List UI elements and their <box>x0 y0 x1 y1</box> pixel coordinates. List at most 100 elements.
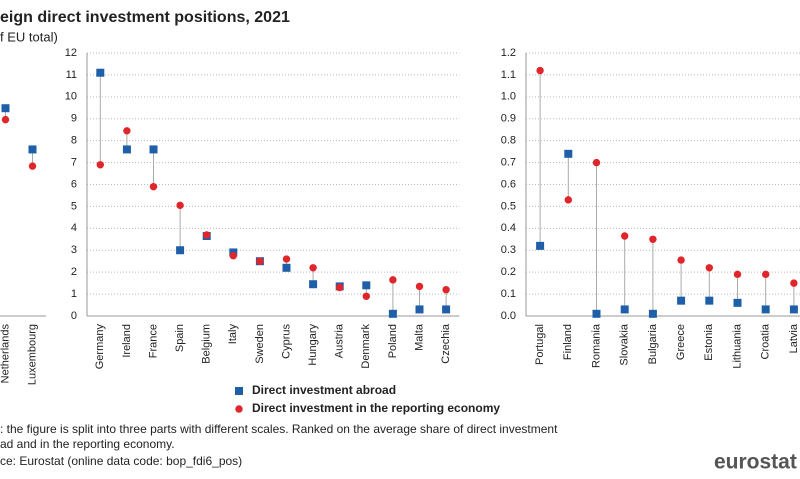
marker-reporting <box>176 201 184 210</box>
marker-reporting <box>621 232 629 240</box>
x-tick-label: Latvia <box>788 323 800 353</box>
marker-reporting <box>442 286 450 294</box>
y-tick-label: 0.6 <box>501 178 516 190</box>
y-tick-label: 12 <box>65 47 77 59</box>
x-tick-label: Luxembourg <box>26 324 38 385</box>
y-tick-label: 1.2 <box>501 47 516 59</box>
y-tick-label: 0 <box>71 310 77 322</box>
y-tick-label: 0.7 <box>501 156 516 168</box>
y-tick-label: 7 <box>71 156 77 168</box>
y-tick-label: 5 <box>71 200 77 212</box>
marker-reporting <box>309 264 317 272</box>
x-tick-label: Estonia <box>703 323 715 361</box>
marker-abroad <box>388 309 397 318</box>
x-tick-label: Greece <box>675 324 687 360</box>
x-tick-label: Denmark <box>360 324 372 369</box>
y-tick-label: 0.9 <box>501 113 516 125</box>
x-tick-label: France <box>147 324 159 358</box>
marker-abroad <box>309 280 318 289</box>
x-tick-label: Portugal <box>534 324 546 365</box>
marker-reporting <box>96 161 105 169</box>
y-tick-label: 1.0 <box>501 91 516 103</box>
y-tick-label: 2 <box>71 266 77 278</box>
marker-reporting <box>336 283 344 292</box>
marker-reporting <box>1 115 10 124</box>
marker-abroad <box>362 281 371 290</box>
marker-abroad <box>620 305 629 314</box>
logo: eurostat <box>714 451 797 474</box>
marker-abroad <box>648 309 657 318</box>
marker-abroad <box>564 149 573 158</box>
marker-abroad <box>789 305 798 314</box>
x-tick-label: Bulgaria <box>647 323 659 364</box>
x-tick-label: Lithuania <box>731 323 743 369</box>
x-tick-label: Netherlands <box>0 324 11 384</box>
chart-subtitle: f EU total) <box>0 29 58 44</box>
marker-abroad <box>1 104 10 113</box>
x-tick-label: Czechia <box>440 323 452 364</box>
marker-reporting <box>123 127 131 135</box>
y-tick-label: 1 <box>71 288 77 300</box>
x-tick-label: Finland <box>562 324 574 360</box>
x-tick-label: Sweden <box>254 324 266 364</box>
x-tick-label: Austria <box>334 323 346 358</box>
marker-reporting <box>28 162 37 170</box>
marker-abroad <box>733 298 742 307</box>
marker-reporting <box>203 231 211 239</box>
marker-abroad <box>761 305 770 314</box>
x-tick-label: Spain <box>174 324 186 352</box>
x-tick-label: Ireland <box>121 324 133 358</box>
marker-reporting <box>149 182 158 191</box>
note: ad and in the reporting economy. <box>0 437 175 451</box>
legend-marker <box>235 405 243 413</box>
marker-reporting <box>282 255 291 263</box>
y-tick-label: 3 <box>71 244 77 256</box>
y-tick-label: 11 <box>66 69 77 81</box>
y-tick-label: 10 <box>65 91 77 103</box>
y-tick-label: 8 <box>71 135 77 147</box>
y-tick-label: 6 <box>71 178 77 190</box>
y-tick-label: 0.1 <box>501 288 516 300</box>
x-tick-label: Germany <box>94 324 106 370</box>
marker-abroad <box>282 263 291 272</box>
y-tick-label: 4 <box>71 222 77 234</box>
marker-reporting <box>705 264 713 272</box>
marker-abroad <box>592 309 601 318</box>
x-tick-label: Belgium <box>201 324 213 364</box>
marker-abroad <box>415 305 424 314</box>
marker-reporting <box>415 282 424 291</box>
x-tick-label: Italy <box>227 324 239 345</box>
marker-reporting <box>762 270 770 279</box>
marker-reporting <box>229 252 237 260</box>
x-tick-label: Hungary <box>307 324 319 366</box>
marker-reporting <box>790 279 798 287</box>
marker-abroad <box>122 145 131 154</box>
marker-abroad <box>149 145 158 154</box>
x-tick-label: Croatia <box>760 323 772 359</box>
marker-reporting <box>677 256 685 264</box>
marker-abroad <box>677 296 686 305</box>
marker-abroad <box>442 305 451 314</box>
y-tick-label: 0.3 <box>501 244 516 256</box>
chart-title: eign direct investment positions, 2021 <box>0 9 290 26</box>
note: : the figure is split into three parts w… <box>0 422 558 436</box>
x-tick-label: Cyprus <box>280 324 292 359</box>
legend-label: Direct investment in the reporting econo… <box>252 401 500 415</box>
y-tick-label: 0.5 <box>501 200 516 212</box>
marker-reporting <box>733 270 742 279</box>
marker-reporting <box>564 196 572 204</box>
marker-abroad <box>96 68 105 77</box>
marker-reporting <box>592 158 601 167</box>
y-tick-label: 1.1 <box>501 69 516 81</box>
y-tick-label: 0.0 <box>501 310 516 322</box>
x-tick-label: Malta <box>413 323 425 351</box>
marker-reporting <box>256 257 264 265</box>
marker-reporting <box>649 235 657 243</box>
y-tick-label: 0.2 <box>501 266 516 278</box>
marker-reporting <box>389 276 397 284</box>
marker-abroad <box>536 241 545 250</box>
y-tick-label: 9 <box>71 113 77 125</box>
source: ce: Eurostat (online data code: bop_fdi6… <box>0 454 242 468</box>
x-tick-label: Romania <box>590 323 602 368</box>
